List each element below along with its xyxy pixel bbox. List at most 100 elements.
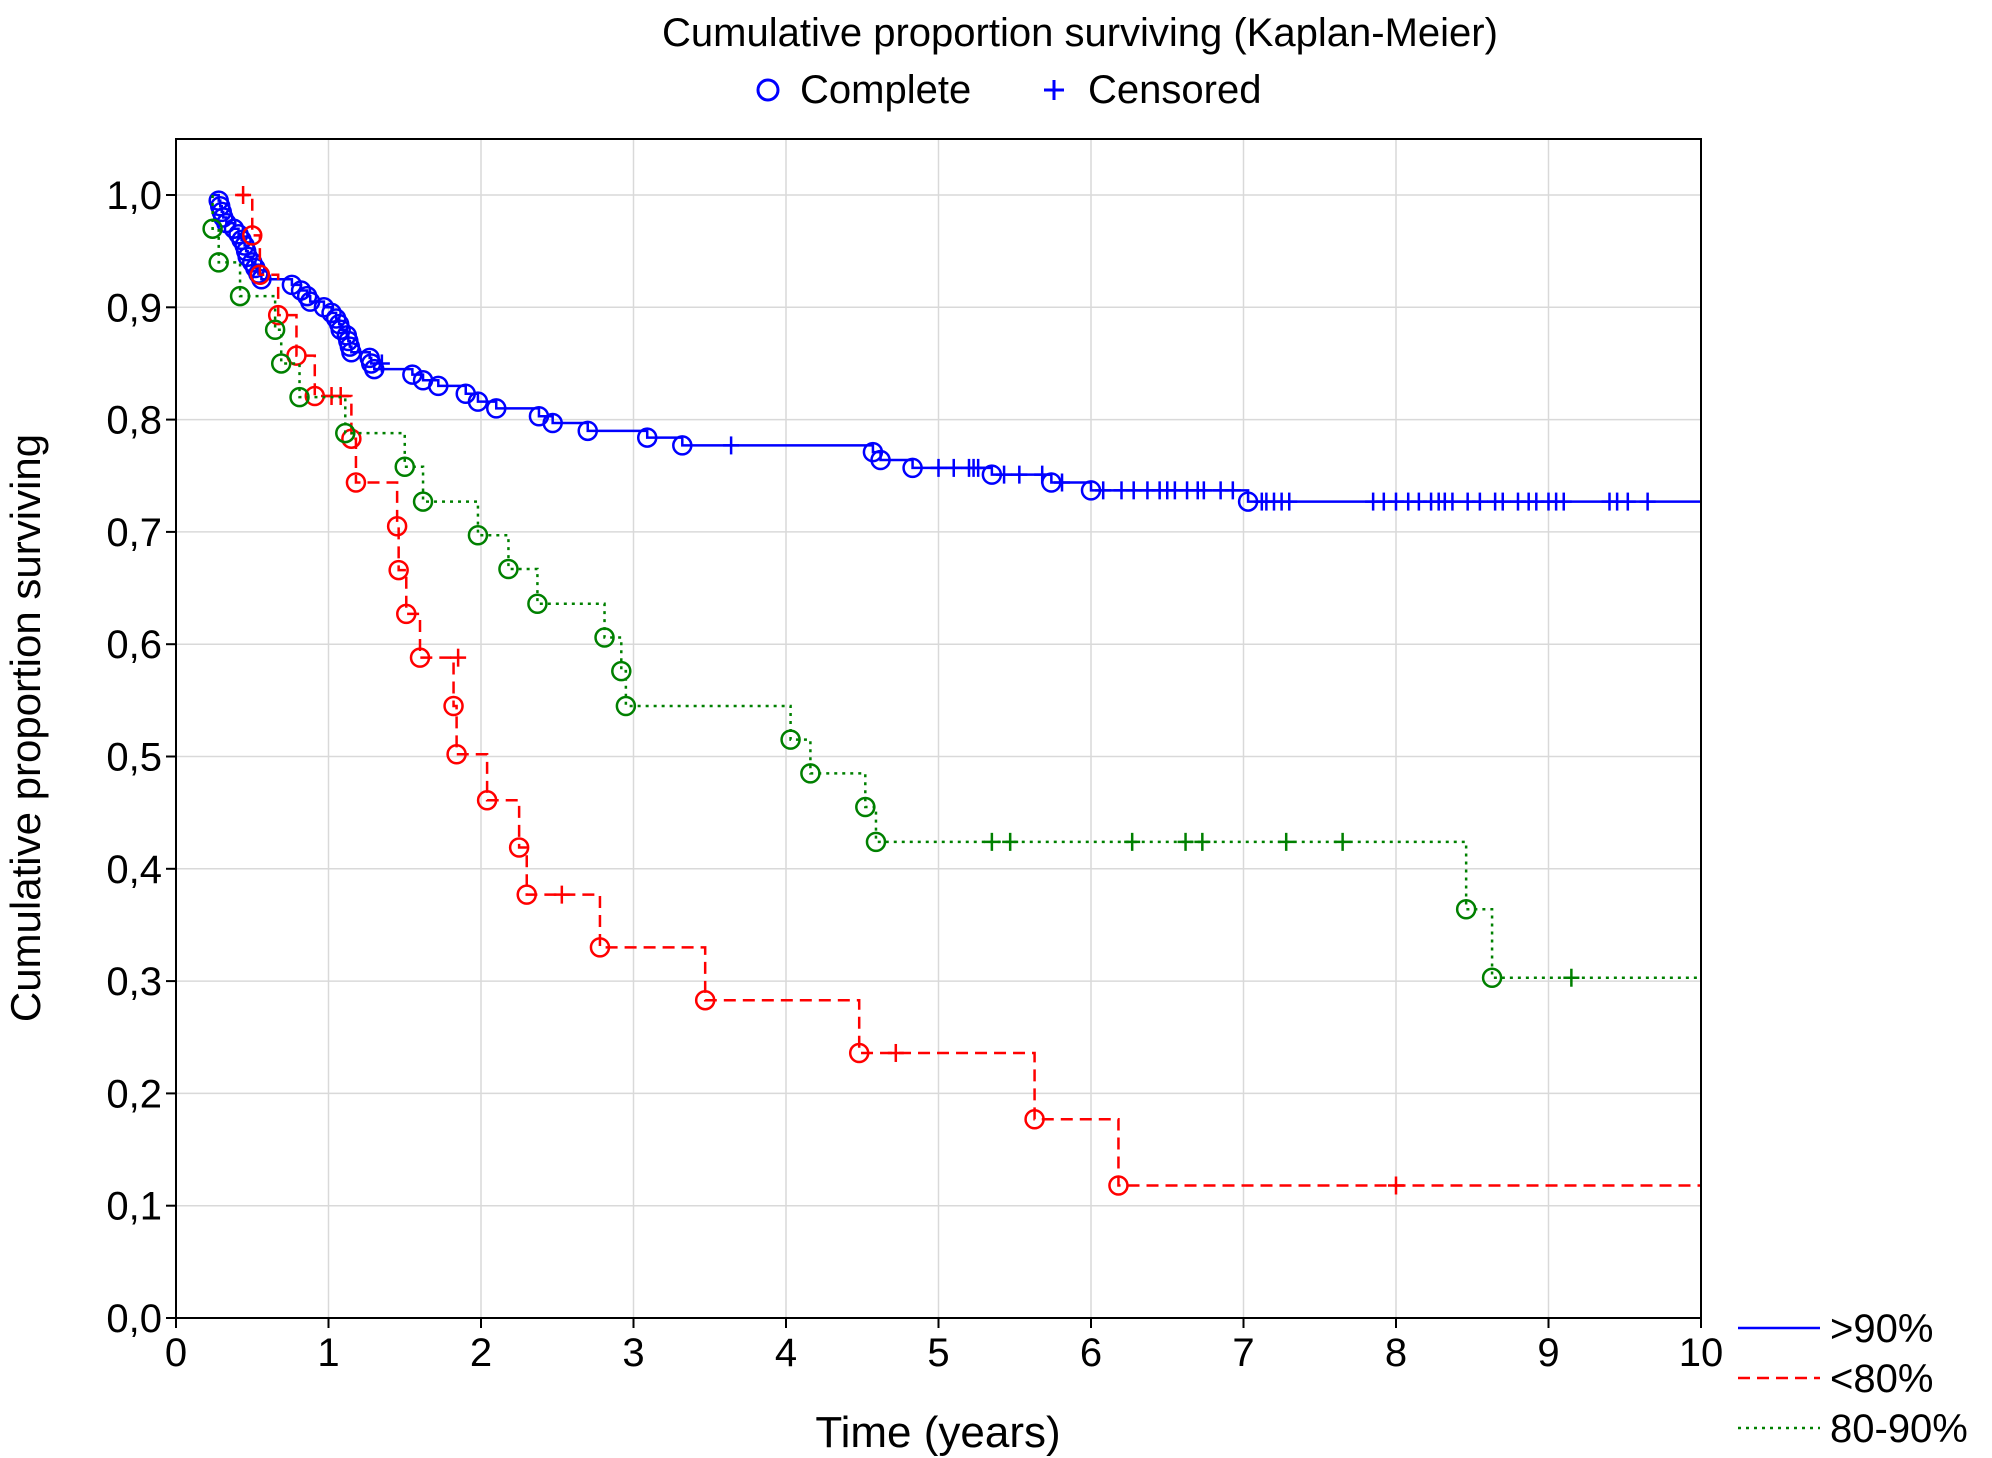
complete-marker <box>270 353 292 374</box>
y-tick-label: 0,7 <box>106 511 162 555</box>
y-tick-label: 0,1 <box>106 1185 162 1229</box>
complete-marker <box>1481 967 1503 988</box>
complete-marker <box>249 264 271 285</box>
marker-legend: Complete Censored <box>756 68 1261 112</box>
x-tick-label: 3 <box>622 1331 644 1375</box>
complete-marker <box>615 695 637 717</box>
complete-marker <box>527 593 548 615</box>
complete-marker <box>289 386 310 408</box>
plot-frame <box>175 138 1702 1319</box>
x-tick-label: 4 <box>775 1331 797 1375</box>
censored-marker <box>235 186 252 204</box>
complete-marker <box>848 1042 870 1064</box>
censored-marker <box>1054 473 1071 492</box>
complete-marker <box>486 398 507 419</box>
complete-marker <box>611 660 632 682</box>
censored-marker <box>930 458 947 477</box>
complete-marker <box>394 456 415 478</box>
y-tick-label: 0,8 <box>106 399 162 443</box>
censored-marker <box>1195 481 1212 500</box>
complete-marker <box>208 252 229 273</box>
complete-marker <box>341 428 362 449</box>
censored-marker <box>1095 481 1112 500</box>
complete-marker <box>542 412 563 434</box>
series-1 <box>208 190 1701 512</box>
survival-step-line <box>237 193 1701 1187</box>
complete-marker <box>396 603 417 625</box>
complete-legend-marker <box>756 78 780 102</box>
x-tick-label: 10 <box>1679 1331 1724 1375</box>
complete-marker <box>1108 1175 1129 1196</box>
x-tick-label: 0 <box>165 1331 187 1375</box>
complete-marker <box>202 218 223 239</box>
censored-legend-label: Censored <box>1088 68 1261 112</box>
complete-marker <box>402 364 423 385</box>
chart-title: Cumulative proportion surviving (Kaplan-… <box>662 11 1498 55</box>
complete-marker <box>870 449 891 471</box>
complete-marker <box>467 391 489 412</box>
complete-marker <box>800 763 821 784</box>
complete-marker <box>498 558 519 580</box>
censored-marker <box>1639 492 1656 511</box>
series-3 <box>202 195 1701 988</box>
legend-label: >90% <box>1830 1307 1933 1351</box>
censored-marker <box>1125 481 1142 500</box>
censored-marker <box>1334 832 1351 851</box>
y-tick-label: 0,2 <box>106 1072 162 1116</box>
censored-marker <box>996 465 1013 484</box>
censored-marker <box>1281 492 1298 511</box>
x-tick-label: 6 <box>1080 1331 1102 1375</box>
censored-marker <box>1444 492 1461 511</box>
censored-marker <box>887 1043 904 1062</box>
censored-marker <box>1224 481 1241 500</box>
censored-marker <box>1194 832 1211 851</box>
complete-marker <box>299 291 321 312</box>
censored-marker <box>1619 492 1636 511</box>
censored-marker <box>450 648 467 667</box>
complete-marker <box>345 472 367 493</box>
x-tick-label: 1 <box>317 1331 339 1375</box>
series-2 <box>235 186 1701 1196</box>
censored-marker <box>1124 832 1141 851</box>
complete-marker <box>388 559 409 581</box>
complete-marker <box>264 319 286 341</box>
censored-marker <box>970 458 987 477</box>
complete-marker <box>242 225 263 246</box>
grid <box>176 139 1701 1318</box>
x-axis-label: Time (years) <box>815 1408 1060 1457</box>
complete-marker <box>577 420 598 442</box>
legend-label: <80% <box>1830 1357 1933 1401</box>
complete-marker <box>267 304 289 326</box>
complete-marker <box>443 695 464 717</box>
complete-legend-label: Complete <box>800 68 971 112</box>
censored-marker <box>1388 1176 1404 1195</box>
complete-marker <box>229 285 251 307</box>
complete-marker <box>594 627 615 648</box>
censored-marker <box>1177 832 1194 851</box>
censored-marker <box>1034 465 1051 484</box>
x-tick-label: 7 <box>1232 1331 1254 1375</box>
y-tick-label: 0,5 <box>106 736 162 780</box>
censored-marker <box>1011 465 1028 484</box>
complete-marker <box>467 525 489 546</box>
censored-marker <box>1002 832 1019 851</box>
series-layer <box>202 186 1701 1196</box>
complete-marker <box>409 647 431 668</box>
censored-marker <box>1471 492 1488 511</box>
complete-marker <box>516 884 537 905</box>
complete-marker <box>476 790 498 811</box>
complete-marker <box>865 831 887 853</box>
x-tick-label: 2 <box>470 1331 492 1375</box>
y-ticks: 0,0 0,1 0,2 0,3 0,4 0,5 0,6 0,7 0,8 0,9 1,0 <box>106 174 176 1341</box>
censored-marker <box>1563 968 1580 987</box>
censored-marker <box>1278 832 1295 851</box>
complete-marker <box>428 375 449 397</box>
x-tick-label: 5 <box>927 1331 949 1375</box>
complete-marker <box>636 427 658 448</box>
x-ticks: 0 1 2 3 4 5 6 7 8 9 10 <box>165 1318 1723 1375</box>
censored-marker <box>723 436 740 455</box>
complete-marker <box>508 837 530 858</box>
complete-marker <box>780 729 801 750</box>
x-tick-label: 9 <box>1537 1331 1559 1375</box>
